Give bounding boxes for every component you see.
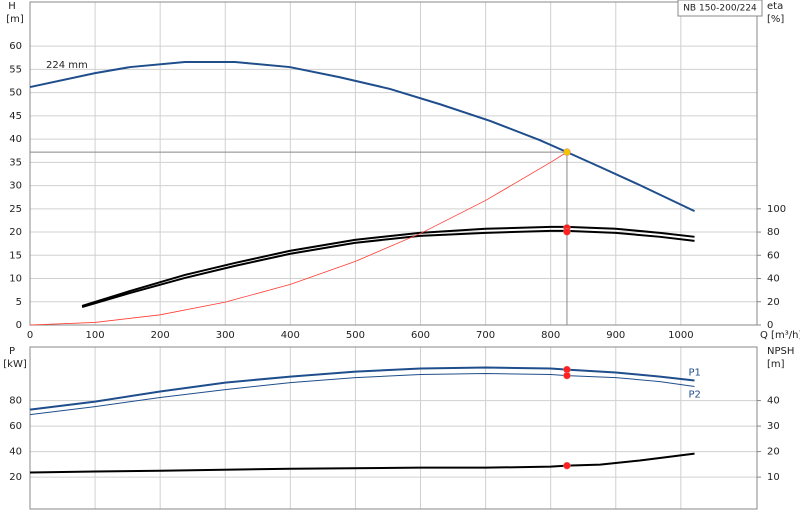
y-tick-label: 20	[9, 472, 22, 483]
y-tick-label: 20	[9, 227, 22, 238]
series-line	[29, 373, 695, 416]
y-tick-label: 0	[16, 320, 22, 331]
y2-unit: [m]	[767, 359, 785, 370]
y-label: H	[8, 1, 16, 12]
y-tick-label: 80	[9, 396, 22, 407]
series-label: P2	[689, 390, 701, 401]
y-unit: [m]	[6, 14, 24, 25]
x-tick-label: 700	[476, 330, 495, 341]
y2-tick-label: 30	[767, 421, 780, 432]
title-box	[677, 0, 763, 17]
series-line	[29, 452, 695, 474]
y-tick-label: 55	[9, 64, 22, 75]
operating-point	[563, 461, 571, 470]
operating-point	[563, 148, 571, 156]
series-line	[81, 229, 695, 308]
y-tick-label: 45	[9, 111, 22, 122]
y2-unit: [%]	[767, 14, 784, 25]
series-line	[29, 60, 695, 213]
y2-tick-label: 80	[767, 227, 780, 238]
y-unit: [kW]	[3, 359, 27, 370]
y2-label: eta	[767, 1, 783, 12]
chart-title: NB 150-200/224	[683, 4, 757, 14]
y2-tick-label: 40	[767, 396, 780, 407]
y-tick-label: 40	[9, 447, 22, 458]
x-tick-label: 400	[281, 330, 300, 341]
operating-point	[563, 371, 571, 380]
x-tick-label: 800	[541, 330, 560, 341]
operating-point	[563, 228, 571, 236]
y2-tick-label: 60	[767, 250, 780, 261]
y2-label: NPSH	[767, 346, 794, 357]
x-tick-label: 0	[27, 330, 33, 341]
x-tick-label: 100	[86, 330, 105, 341]
series-line	[29, 151, 568, 326]
plot-frame	[29, 346, 758, 510]
y-tick-label: 30	[9, 181, 22, 192]
x-tick-label: 1000	[668, 330, 693, 341]
y-tick-label: 15	[9, 250, 22, 261]
y-tick-label: 5	[16, 297, 22, 308]
x-label: Q [m³/h]	[760, 330, 800, 341]
y-tick-label: 25	[9, 204, 22, 215]
x-tick-label: 500	[346, 330, 365, 341]
x-tick-label: 900	[606, 330, 625, 341]
y-tick-label: 10	[9, 274, 22, 285]
series-label: P1	[689, 368, 701, 379]
y2-tick-label: 10	[767, 472, 780, 483]
y2-tick-label: 100	[767, 204, 786, 215]
y-tick-label: 35	[9, 157, 22, 168]
y-tick-label: 50	[9, 88, 22, 99]
x-tick-label: 600	[411, 330, 430, 341]
series-line	[81, 225, 695, 307]
series-label: 224 mm	[46, 60, 88, 71]
y2-tick-label: 0	[767, 320, 773, 331]
series-line	[29, 366, 695, 411]
y-tick-label: 60	[9, 421, 22, 432]
plot-frame	[29, 1, 758, 326]
y2-tick-label: 40	[767, 274, 780, 285]
x-tick-label: 200	[151, 330, 170, 341]
y-label: P	[9, 346, 15, 357]
y-tick-label: 60	[9, 41, 22, 52]
y2-tick-label: 20	[767, 297, 780, 308]
y2-tick-label: 20	[767, 447, 780, 458]
x-tick-label: 300	[216, 330, 235, 341]
y-tick-label: 40	[9, 134, 22, 145]
